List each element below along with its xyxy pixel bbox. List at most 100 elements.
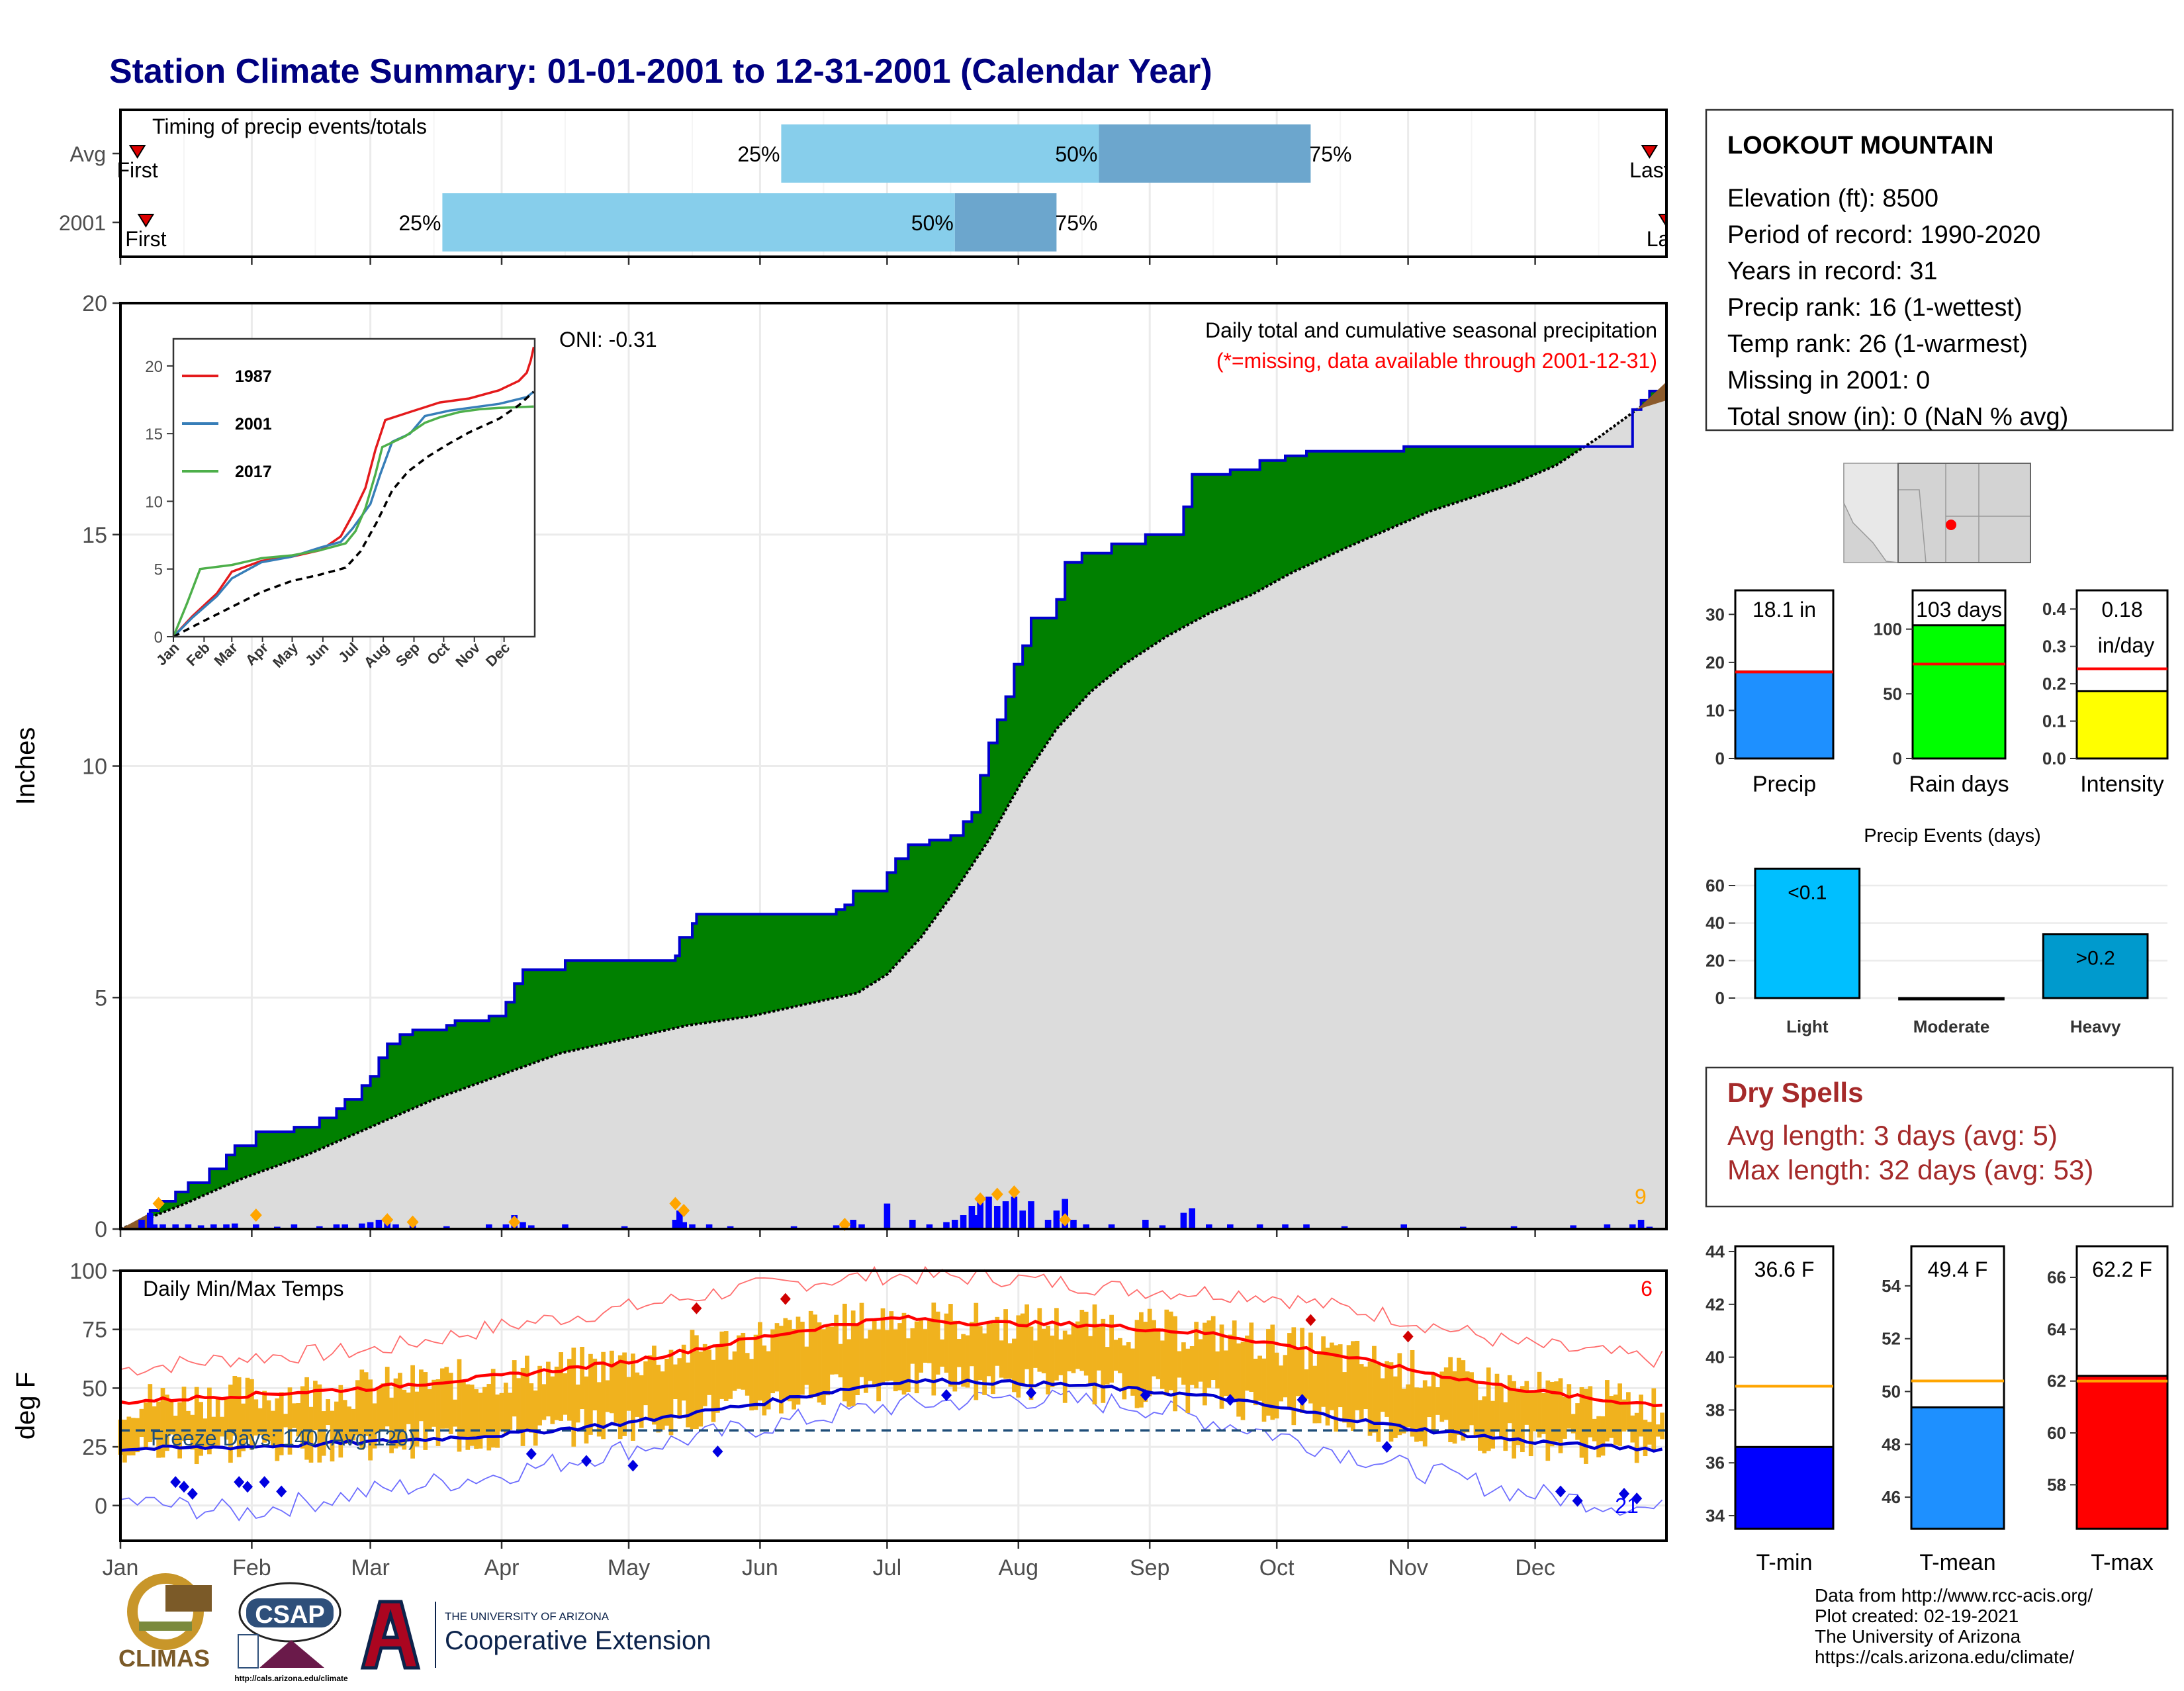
daily-temp-bar [1181,1342,1186,1385]
daily-temp-bar [1067,1334,1071,1371]
daily-precip-bar [210,1224,217,1229]
daily-temp-bar [435,1379,441,1446]
temp-summary-label: T-min [1756,1550,1813,1575]
daily-precip-bar [486,1224,492,1229]
daily-temp-bar [1088,1336,1093,1386]
temp-summary-t-mean: 46 48 50 52 54 49.4 F T-mean [1882,1245,2005,1575]
daily-temp-bar [817,1322,822,1403]
daily-temp-bar [1643,1420,1648,1457]
daily-temp-bar [626,1377,631,1411]
daily-temp-bar [1257,1355,1262,1401]
daily-temp-bar [220,1416,224,1437]
daily-temp-bar [1316,1351,1322,1424]
daily-temp-bar [1291,1327,1297,1426]
daily-temp-bar [1270,1324,1275,1420]
daily-temp-bar [702,1344,707,1406]
temp-summary-t-max: 58 60 62 64 66 62.2 F T-max [2047,1245,2169,1575]
daily-temp-bar [1435,1387,1440,1415]
summary-bar-value [2075,690,2169,760]
daily-temp-bar [152,1406,157,1440]
record-low-marker [1555,1485,1566,1498]
daily-temp-bar [571,1348,576,1447]
daily-temp-bar [656,1365,661,1433]
daily-temp-bar [610,1350,614,1414]
temp-summary-value-bar [2075,1375,2169,1530]
record-precip-marker [974,1192,987,1206]
daily-temp-bar [550,1376,555,1424]
daily-temp-bar [1410,1349,1415,1437]
average-cumulative-line [120,389,1666,1230]
daily-precip-bar [1011,1197,1018,1229]
daily-temp-bar [1443,1367,1449,1420]
daily-temp-bar [1177,1351,1182,1378]
daily-temp-bar [808,1310,813,1398]
daily-temp-bar [728,1359,733,1399]
daily-temp-bar [1194,1322,1199,1389]
temp-summary-tick-label: 46 [1882,1487,1901,1507]
dry-spells-max: Max length: 32 days (avg: 53) [1727,1154,2093,1185]
daily-temp-bar [372,1403,377,1449]
daily-temp-bar [596,1382,602,1437]
daily-temp-bar [956,1339,962,1367]
temp-summary-tick-label: 66 [2047,1267,2066,1287]
daily-temp-bar [1037,1308,1042,1372]
daily-temp-bar [490,1369,496,1448]
daily-temp-bar [1639,1394,1643,1437]
temp-summary-value-label: 49.4 F [1928,1257,1988,1281]
daily-temp-bar [469,1385,475,1446]
daily-temp-bar [1537,1371,1542,1438]
first-event-marker [137,214,155,228]
daily-temp-bar [1596,1416,1601,1457]
daily-temp-bar [1367,1361,1373,1436]
inset-series-line-2001 [172,390,535,638]
temperature-panel-border [119,1269,1668,1542]
daily-precip-bar [943,1222,950,1229]
daily-temp-bar [1558,1378,1563,1453]
daily-precip-bar [909,1220,916,1229]
summary-bar-tick-label: 30 [1706,604,1725,624]
daily-temp-bar [1274,1352,1279,1419]
record-low-marker [1572,1494,1583,1507]
mean-tmax-line [120,1314,1662,1408]
daily-temp-bar [1579,1387,1584,1458]
temp-summary-label: T-mean [1919,1550,1995,1575]
daily-precip-bar [973,1215,979,1229]
daily-temp-bar [1210,1316,1216,1381]
daily-temp-bar [1338,1344,1343,1408]
ua-cooperative-extension: Cooperative Extension [445,1626,711,1655]
daily-temp-bar [677,1358,682,1419]
daily-temp-bar [1549,1381,1555,1447]
daily-precip-bar [1070,1220,1077,1229]
daily-temp-bar [211,1416,216,1448]
timing-clip [1668,109,1707,269]
daily-temp-bar [850,1310,856,1406]
events-bar-moderate [1898,997,2005,1001]
daily-temp-bar [207,1387,212,1455]
climas-logo-text: CLIMAS [118,1645,210,1672]
daily-temp-bar [592,1358,598,1410]
daily-temp-bar [465,1384,471,1450]
daily-temp-bar [444,1367,449,1429]
daily-precip-bar [151,1224,158,1229]
daily-temp-bar [160,1388,165,1458]
daily-temp-bar [541,1384,547,1420]
daily-temp-bar [952,1320,958,1392]
daily-temp-bar [1570,1414,1576,1434]
daily-temp-bar [186,1410,191,1440]
precip-panel-title: Daily total and cumulative seasonal prec… [1205,318,1657,342]
summary-bar-intensity: 0.0 0.1 0.2 0.3 0.4 0.18 in/day Intensity [2042,589,2169,797]
inset-y-tick-label: 5 [154,561,163,579]
record-low-marker [581,1455,592,1467]
precip-y-tick-label: 0 [95,1217,107,1242]
record-low-marker [242,1481,253,1493]
month-label: Apr [484,1555,520,1580]
summary-bar-label: Intensity [2080,772,2164,797]
daily-temp-bar [402,1389,407,1450]
daily-temp-bar [842,1303,847,1402]
daily-temp-bar [199,1402,203,1456]
summary-bar-tick-label: 0.0 [2042,749,2066,768]
daily-temp-bar [639,1375,644,1428]
daily-temp-bar [1304,1369,1309,1399]
daily-precip-bar [232,1223,238,1229]
summary-bar-value-label: 103 days [1916,598,2002,621]
